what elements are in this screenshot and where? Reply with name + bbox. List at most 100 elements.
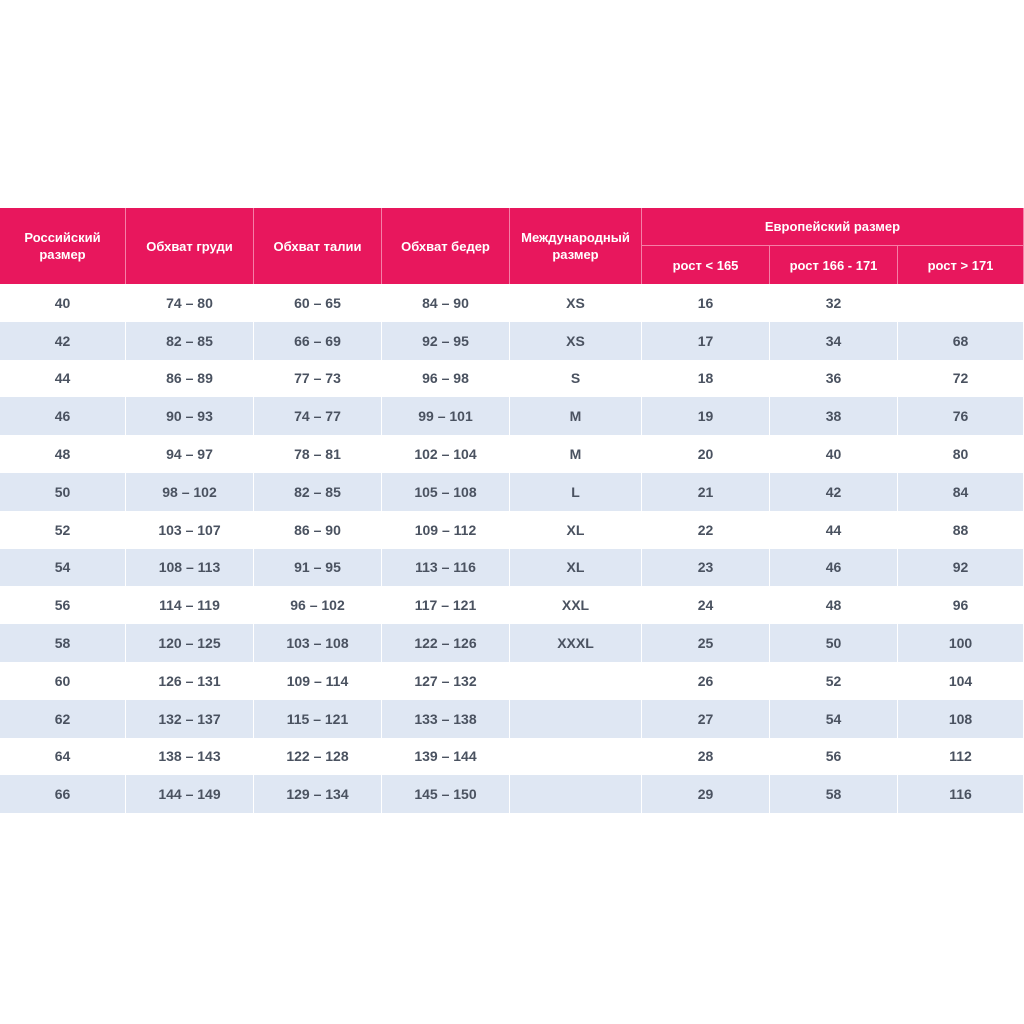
table-cell: 78 – 81 bbox=[254, 435, 382, 473]
table-cell: 58 bbox=[770, 775, 898, 814]
header-cell: Обхват талии bbox=[254, 208, 382, 284]
table-cell: 84 bbox=[898, 473, 1024, 511]
table-cell: 50 bbox=[770, 624, 898, 662]
header-subcell: рост < 165 bbox=[642, 246, 770, 284]
table-cell: 40 bbox=[0, 284, 126, 322]
table-cell: 22 bbox=[642, 510, 770, 549]
table-cell: L bbox=[510, 473, 642, 511]
table-cell bbox=[510, 775, 642, 814]
table-cell: 127 – 132 bbox=[382, 662, 510, 700]
table-cell: 27 bbox=[642, 699, 770, 738]
table-cell: 32 bbox=[770, 284, 898, 322]
table-cell: 19 bbox=[642, 397, 770, 436]
table-cell: XXL bbox=[510, 586, 642, 625]
header-subcell: рост 166 - 171 bbox=[770, 246, 898, 284]
table-cell: 60 bbox=[0, 662, 126, 700]
table-cell: 38 bbox=[770, 397, 898, 436]
table-cell: 96 bbox=[898, 586, 1024, 625]
table-cell: 52 bbox=[770, 662, 898, 700]
table-cell: 34 bbox=[770, 321, 898, 360]
table-cell: 94 – 97 bbox=[126, 435, 254, 473]
table-cell: 23 bbox=[642, 548, 770, 587]
table-cell: 109 – 114 bbox=[254, 662, 382, 700]
table-cell bbox=[510, 737, 642, 776]
table-cell: 96 – 98 bbox=[382, 359, 510, 398]
table-cell: 145 – 150 bbox=[382, 775, 510, 814]
table-cell: XL bbox=[510, 510, 642, 549]
table-cell: 77 – 73 bbox=[254, 359, 382, 398]
table-cell: 103 – 107 bbox=[126, 510, 254, 549]
table-cell: 20 bbox=[642, 435, 770, 473]
table-cell: 84 – 90 bbox=[382, 284, 510, 322]
table-cell: 24 bbox=[642, 586, 770, 625]
table-cell: 25 bbox=[642, 624, 770, 662]
table-cell: XXXL bbox=[510, 624, 642, 662]
table-cell: 108 bbox=[898, 699, 1024, 738]
table-cell: 66 bbox=[0, 775, 126, 814]
table-cell: 36 bbox=[770, 359, 898, 398]
table-cell: 115 – 121 bbox=[254, 699, 382, 738]
table-cell: 117 – 121 bbox=[382, 586, 510, 625]
table-cell: 74 – 80 bbox=[126, 284, 254, 322]
table-cell: 98 – 102 bbox=[126, 473, 254, 511]
table-cell: 44 bbox=[0, 359, 126, 398]
table-cell: 129 – 134 bbox=[254, 775, 382, 814]
table-cell: 56 bbox=[0, 586, 126, 625]
table-cell: 102 – 104 bbox=[382, 435, 510, 473]
table-cell: 82 – 85 bbox=[254, 473, 382, 511]
table-cell: 113 – 116 bbox=[382, 548, 510, 587]
table-cell: 122 – 128 bbox=[254, 737, 382, 776]
table-cell: 132 – 137 bbox=[126, 699, 254, 738]
table-cell: 54 bbox=[0, 548, 126, 587]
table-cell: 90 – 93 bbox=[126, 397, 254, 436]
table-cell: 17 bbox=[642, 321, 770, 360]
table-cell: 133 – 138 bbox=[382, 699, 510, 738]
header-cell: Обхват бедер bbox=[382, 208, 510, 284]
table-cell: 48 bbox=[0, 435, 126, 473]
table-cell: 66 – 69 bbox=[254, 321, 382, 360]
table-cell: 100 bbox=[898, 624, 1024, 662]
table-cell: 29 bbox=[642, 775, 770, 814]
table-cell: 91 – 95 bbox=[254, 548, 382, 587]
table-cell: 88 bbox=[898, 510, 1024, 549]
table-cell: 64 bbox=[0, 737, 126, 776]
table-cell: 26 bbox=[642, 662, 770, 700]
table-cell: 40 bbox=[770, 435, 898, 473]
table-cell: 144 – 149 bbox=[126, 775, 254, 814]
table-cell: 48 bbox=[770, 586, 898, 625]
table-cell: 52 bbox=[0, 510, 126, 549]
table-cell: 58 bbox=[0, 624, 126, 662]
table-cell: 54 bbox=[770, 699, 898, 738]
table-cell: 104 bbox=[898, 662, 1024, 700]
table-cell: M bbox=[510, 397, 642, 436]
table-cell: 112 bbox=[898, 737, 1024, 776]
table-cell: XL bbox=[510, 548, 642, 587]
header-cell: Обхват груди bbox=[126, 208, 254, 284]
header-group: Европейский размер bbox=[642, 208, 1024, 246]
table-cell bbox=[898, 284, 1024, 322]
header-cell: Российский размер bbox=[0, 208, 126, 284]
header-cell: Международный размер bbox=[510, 208, 642, 284]
table-cell: 42 bbox=[770, 473, 898, 511]
table-cell: 86 – 89 bbox=[126, 359, 254, 398]
table-cell: 60 – 65 bbox=[254, 284, 382, 322]
table-cell: 103 – 108 bbox=[254, 624, 382, 662]
table-cell: 46 bbox=[770, 548, 898, 587]
table-cell: 18 bbox=[642, 359, 770, 398]
table-cell: 92 – 95 bbox=[382, 321, 510, 360]
table-cell: 82 – 85 bbox=[126, 321, 254, 360]
table-cell: 50 bbox=[0, 473, 126, 511]
table-cell: 120 – 125 bbox=[126, 624, 254, 662]
table-cell: 44 bbox=[770, 510, 898, 549]
table-cell: 114 – 119 bbox=[126, 586, 254, 625]
table-cell: 96 – 102 bbox=[254, 586, 382, 625]
table-cell: 72 bbox=[898, 359, 1024, 398]
table-cell: 92 bbox=[898, 548, 1024, 587]
table-cell: 109 – 112 bbox=[382, 510, 510, 549]
table-cell: 76 bbox=[898, 397, 1024, 436]
table-cell: 80 bbox=[898, 435, 1024, 473]
table-cell: 42 bbox=[0, 321, 126, 360]
table-cell: 126 – 131 bbox=[126, 662, 254, 700]
table-cell: 139 – 144 bbox=[382, 737, 510, 776]
